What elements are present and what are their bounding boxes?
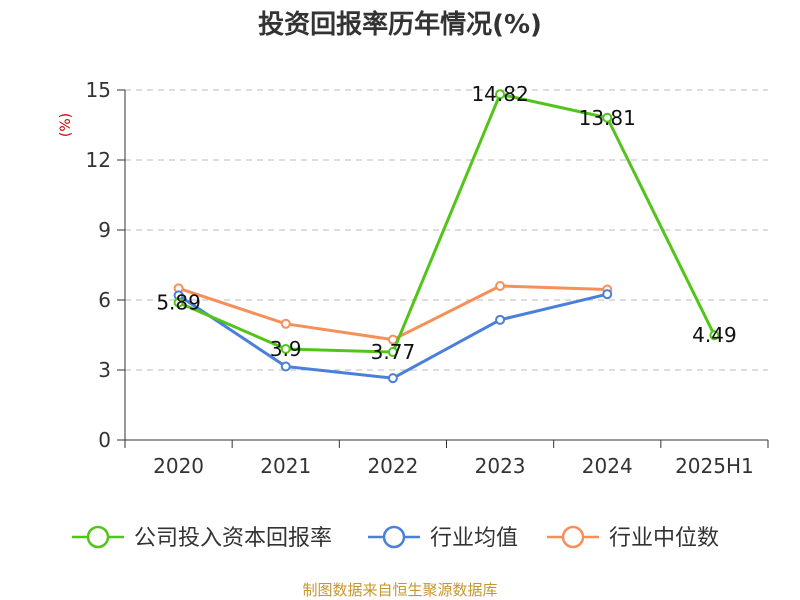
data-label: 13.81 <box>579 106 636 130</box>
data-point <box>495 281 506 291</box>
data-point <box>602 289 613 300</box>
data-point <box>709 330 720 341</box>
y-tick-label: 12 <box>86 148 111 172</box>
data-label: 14.82 <box>471 82 528 106</box>
data-point <box>495 314 506 325</box>
series-line-0 <box>177 92 716 354</box>
y-axis-unit: (%) <box>58 113 74 137</box>
data-point <box>280 318 291 329</box>
data-label: 4.49 <box>692 323 737 347</box>
data-point <box>280 344 291 354</box>
legend-label: 行业中位数 <box>609 526 719 551</box>
data-point <box>602 112 613 123</box>
data-label: 5.89 <box>156 291 201 315</box>
data-point <box>280 361 291 372</box>
data-point <box>387 347 398 358</box>
y-tick-label: 9 <box>98 218 111 242</box>
legend-marker <box>86 525 110 549</box>
data-label: 3.77 <box>371 340 416 364</box>
y-tick-label: 15 <box>86 78 111 102</box>
legend-label: 行业均值 <box>430 526 518 551</box>
chart-title: 投资回报率历年情况(%) <box>258 9 542 40</box>
y-tick-label: 0 <box>98 428 111 452</box>
x-tick-label: 2025H1 <box>675 454 754 478</box>
data-point <box>173 297 184 308</box>
data-point <box>495 89 506 100</box>
y-tick-label: 6 <box>98 288 111 312</box>
x-tick-label: 2020 <box>153 454 204 478</box>
data-source: 制图数据来自恒生聚源数据库 <box>302 581 497 599</box>
y-tick-label: 3 <box>98 358 111 382</box>
x-tick-label: 2024 <box>582 454 633 478</box>
x-tick-label: 2022 <box>367 454 418 478</box>
legend-marker <box>382 525 406 549</box>
x-tick-label: 2023 <box>475 454 526 478</box>
legend-marker <box>561 525 585 549</box>
legend-label: 公司投入资本回报率 <box>134 526 332 551</box>
data-point <box>387 373 398 384</box>
data-label: 3.9 <box>270 337 302 361</box>
x-tick-label: 2021 <box>260 454 311 478</box>
